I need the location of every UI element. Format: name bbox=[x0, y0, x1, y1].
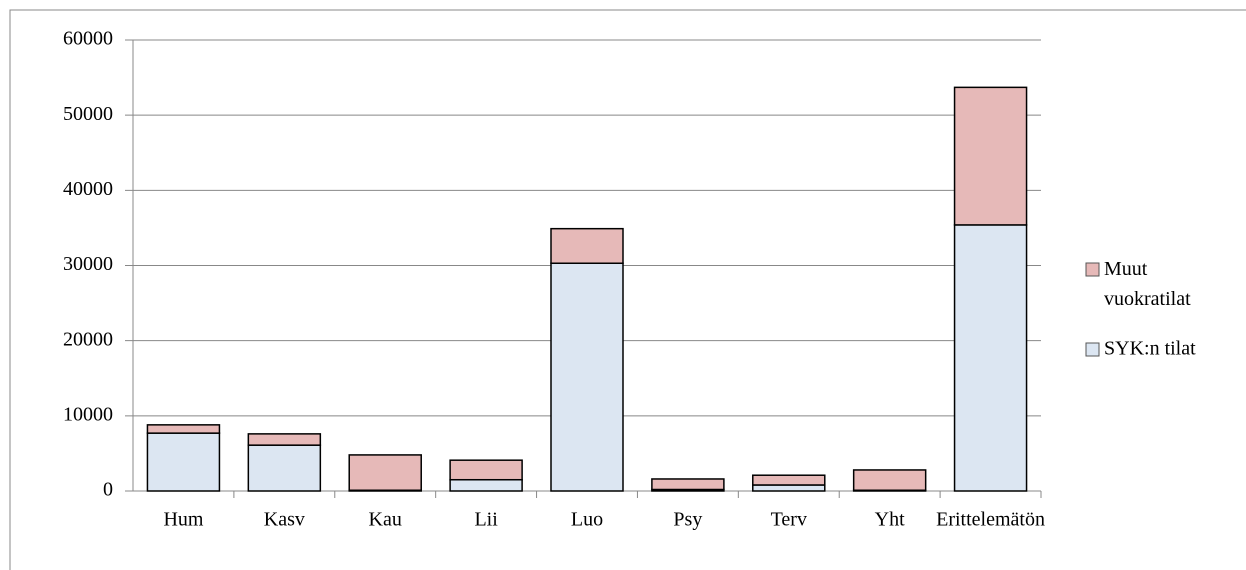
bar-segment bbox=[953, 86, 1028, 226]
y-tick-label: 50000 bbox=[63, 103, 113, 125]
bar-segment bbox=[752, 474, 826, 486]
y-tick-label: 10000 bbox=[63, 403, 113, 425]
x-tick-label: Lii bbox=[474, 509, 498, 531]
x-tick-label: Yht bbox=[875, 509, 905, 531]
x-tick-label: Terv bbox=[771, 509, 807, 531]
bar-segment bbox=[852, 469, 927, 491]
bar-segment bbox=[348, 454, 422, 491]
bar-segment bbox=[247, 433, 322, 446]
x-tick-label: Erittelemätön bbox=[936, 509, 1045, 531]
bar-segment bbox=[550, 227, 624, 264]
x-tick-label: Hum bbox=[163, 509, 203, 531]
bar-segment bbox=[953, 224, 1028, 492]
legend-label: SYK:n tilat bbox=[1104, 338, 1196, 360]
chart-border bbox=[9, 9, 1246, 570]
legend-label: Muut vuokratilat bbox=[1104, 258, 1191, 310]
y-tick-label: 0 bbox=[103, 479, 113, 501]
bar-segment bbox=[449, 459, 523, 481]
bar-segment bbox=[550, 262, 624, 492]
x-tick-label: Kasv bbox=[264, 509, 305, 531]
legend: Muut vuokratilat SYK:n tilat bbox=[1085, 258, 1196, 360]
y-tick-label: 60000 bbox=[63, 28, 113, 50]
y-tick-label: 20000 bbox=[63, 328, 113, 350]
legend-swatch bbox=[1085, 342, 1100, 357]
y-tick-label: 30000 bbox=[63, 253, 113, 275]
legend-swatch bbox=[1085, 262, 1100, 277]
x-tick-label: Kau bbox=[369, 509, 402, 531]
bar-segment bbox=[146, 424, 221, 434]
bar-segment bbox=[752, 484, 826, 492]
x-tick-label: Luo bbox=[571, 509, 603, 531]
bar-segment bbox=[651, 478, 725, 491]
x-tick-label: Psy bbox=[673, 509, 702, 531]
y-tick-label: 40000 bbox=[63, 178, 113, 200]
bar-segment bbox=[247, 444, 322, 492]
bar-segment bbox=[449, 478, 523, 492]
bar-segment bbox=[146, 432, 221, 492]
